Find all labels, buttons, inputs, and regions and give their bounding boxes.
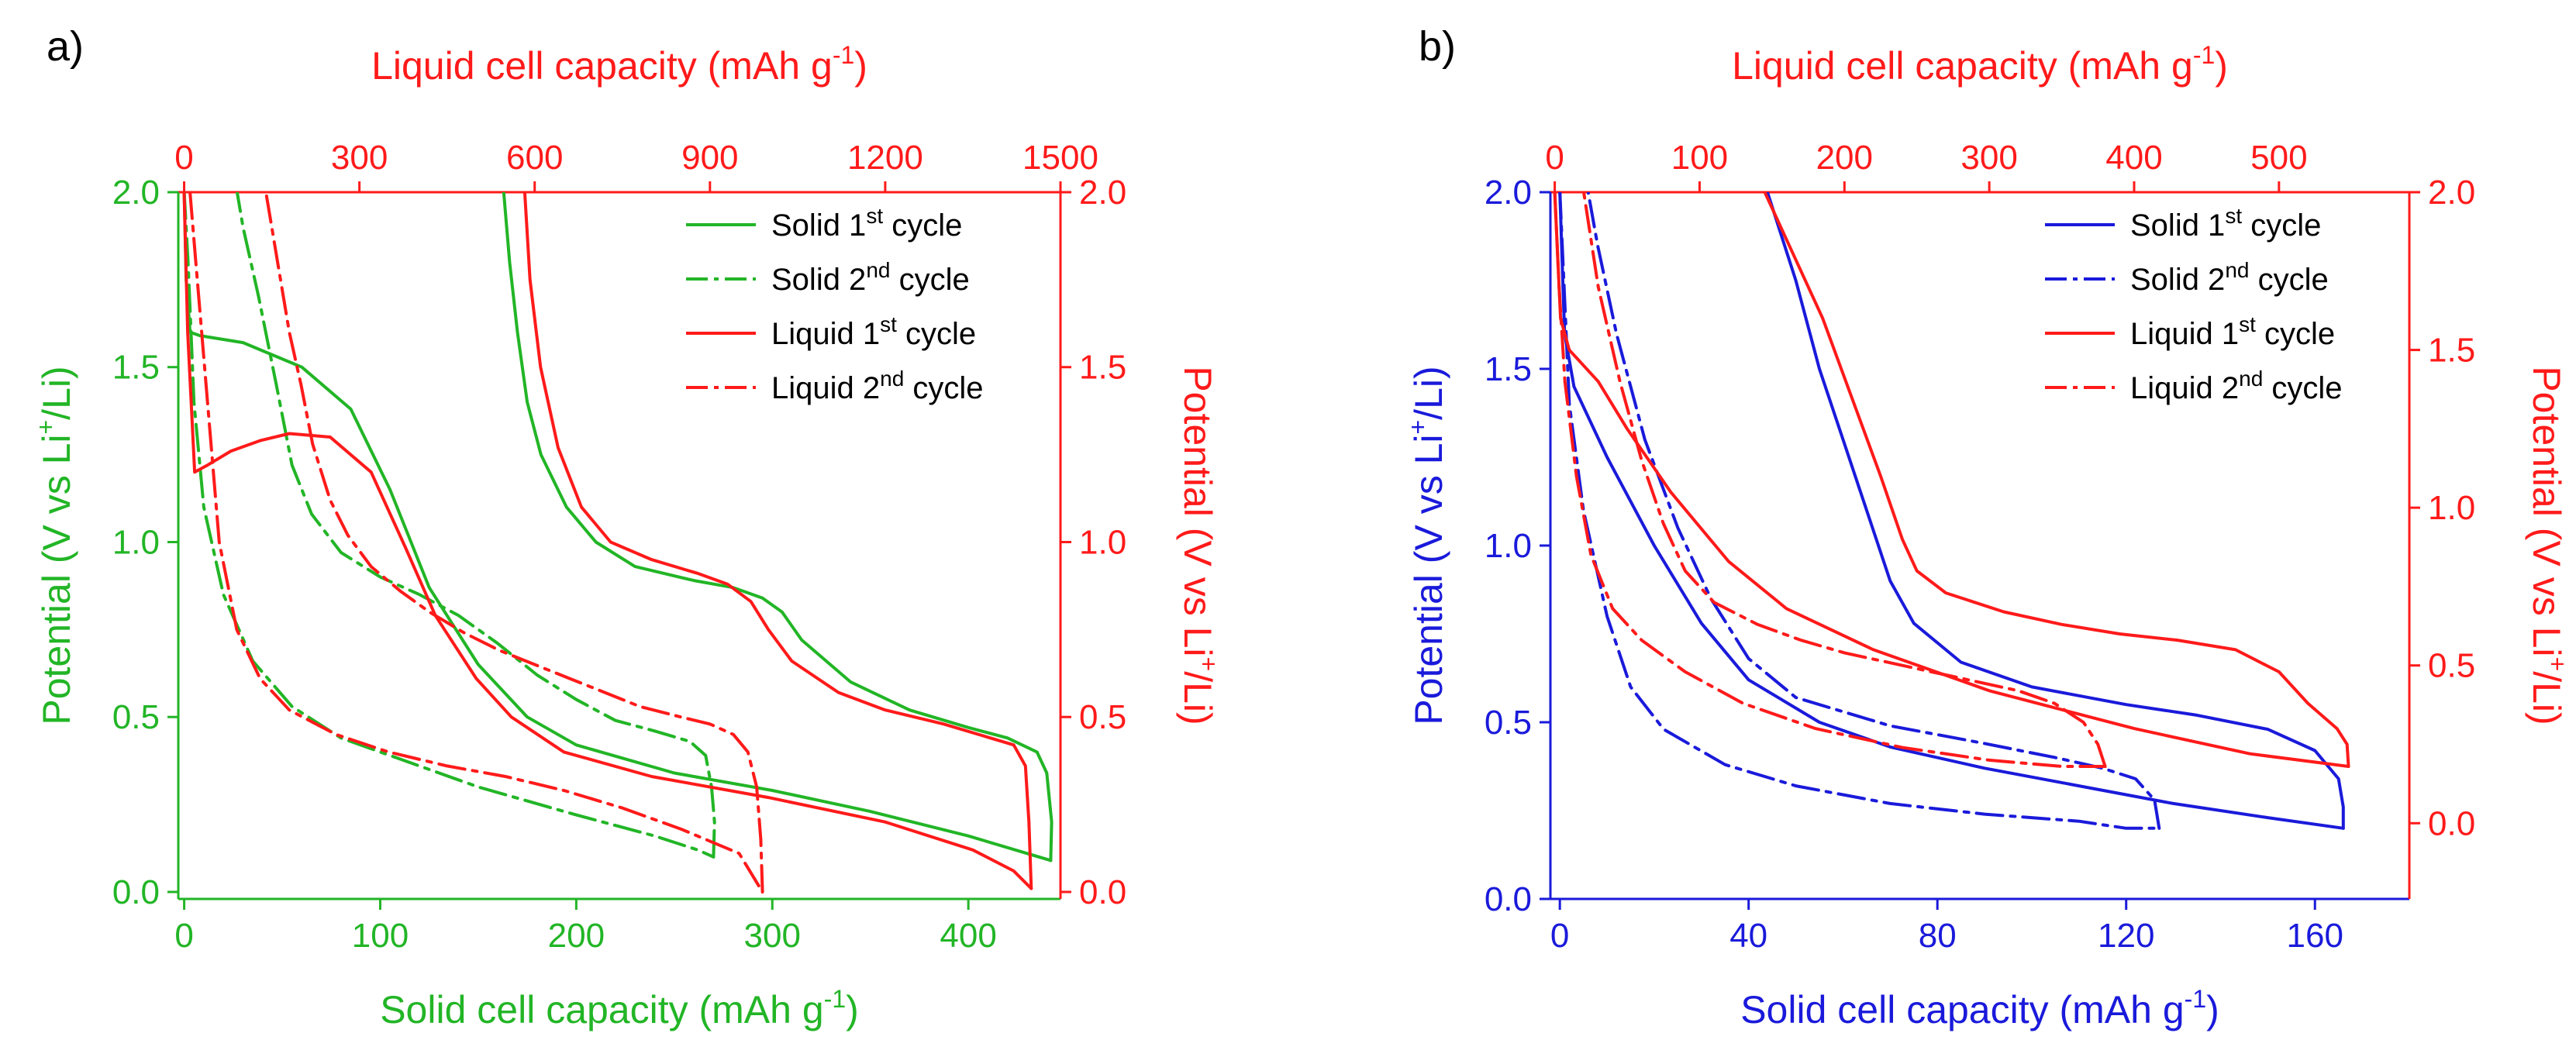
right-axis-title: Potential (V vs Li+/Li): [1176, 366, 1222, 725]
left-tick-label: 2.0: [1485, 174, 1532, 212]
bottom-tick-label: 0: [1550, 917, 1569, 955]
series-solid-2nd-cycle-discharge: [1558, 192, 2161, 830]
left-tick-label: 0.5: [112, 698, 160, 736]
right-tick-label: 2.0: [1079, 174, 1126, 212]
left-tick-label: 1.5: [112, 349, 160, 387]
left-tick-label: 0.0: [1485, 880, 1532, 918]
series-solid-2nd-cycle-discharge: [182, 192, 716, 859]
left-axis-title: Potential (V vs Li+/Li): [1404, 366, 1450, 725]
bottom-tick-label: 160: [2287, 917, 2343, 955]
right-tick-label: 1.5: [2428, 332, 2475, 370]
bottom-tick-label: 120: [2098, 917, 2154, 955]
left-tick-label: 0.0: [112, 873, 160, 911]
top-tick-label: 600: [506, 139, 563, 177]
top-axis-title: Liquid cell capacity (mAh g-1): [371, 41, 867, 88]
bottom-tick-label: 80: [1919, 917, 1957, 955]
plot-area: [182, 192, 1054, 894]
legend-entry: Solid 2nd cycle: [771, 258, 970, 297]
plot-area: [1553, 192, 2350, 830]
series-liquid-1st-cycle-charge: [522, 192, 1033, 890]
bottom-tick-label: 400: [940, 917, 996, 955]
right-tick-label: 1.0: [1079, 523, 1126, 561]
right-tick-label: 1.5: [1079, 349, 1126, 387]
top-tick-label: 300: [1960, 139, 2017, 177]
legend-entry: Liquid 2nd cycle: [771, 367, 984, 405]
top-tick-label: 400: [2105, 139, 2162, 177]
right-axis-title: Potential (V vs Li+/Li): [2525, 366, 2571, 725]
bottom-tick-label: 40: [1729, 917, 1767, 955]
series-liquid-2nd-cycle-discharge: [1553, 192, 2107, 768]
panel-b: b) 0 40 80 120 160 0 100 200 300 400 500 0.0 0.5 1.0 1.…: [1404, 23, 2571, 1031]
left-tick-label: 2.0: [112, 174, 160, 212]
top-tick-label: 100: [1671, 139, 1728, 177]
right-tick-label: 2.0: [2428, 174, 2475, 212]
legend-entry: Liquid 2nd cycle: [2130, 367, 2343, 405]
panel-a: a) 0 100 200 300 400 0 300 600 900 1200 1500 0.0 0.5 1…: [32, 23, 1222, 1031]
top-axis-title: Liquid cell capacity (mAh g-1): [1732, 41, 2228, 88]
legend-entry: Solid 1st cycle: [2130, 204, 2321, 243]
series-liquid-2nd-cycle-discharge: [188, 192, 764, 894]
top-tick-label: 1200: [847, 139, 923, 177]
legend-entry: Liquid 1st cycle: [2130, 312, 2335, 351]
legend-entry: Solid 2nd cycle: [2130, 258, 2329, 297]
top-tick-label: 200: [1816, 139, 1873, 177]
legend-entry: Solid 1st cycle: [771, 204, 962, 243]
right-tick-label: 0.5: [2428, 647, 2475, 685]
left-axis-title: Potential (V vs Li+/Li): [32, 366, 78, 725]
right-tick-label: 0.0: [2428, 804, 2475, 842]
series-liquid-1st-cycle-charge: [1763, 192, 2350, 768]
series-solid-2nd-cycle-charge: [235, 192, 716, 859]
bottom-tick-label: 200: [548, 917, 605, 955]
bottom-tick-label: 0: [174, 917, 193, 955]
bottom-axis-title: Solid cell capacity (mAh g-1): [380, 985, 859, 1031]
series-solid-1st-cycle-discharge: [1558, 192, 2345, 830]
top-tick-label: 300: [331, 139, 388, 177]
left-tick-label: 1.0: [112, 523, 160, 561]
right-tick-label: 0.5: [1079, 698, 1126, 736]
series-liquid-2nd-cycle-charge: [264, 192, 764, 894]
legend-entry: Liquid 1st cycle: [771, 312, 976, 351]
right-tick-label: 0.0: [1079, 873, 1126, 911]
top-tick-label: 0: [1545, 139, 1564, 177]
legend: Solid 1st cycle Solid 2nd cycle Liquid 1st…: [686, 204, 984, 405]
bottom-tick-label: 300: [744, 917, 801, 955]
bottom-tick-label: 100: [352, 917, 409, 955]
panel-label: b): [1419, 23, 1456, 70]
top-tick-label: 900: [681, 139, 738, 177]
series-liquid-2nd-cycle-charge: [1582, 192, 2107, 768]
bottom-axis-title: Solid cell capacity (mAh g-1): [1740, 985, 2219, 1031]
series-solid-2nd-cycle-charge: [1586, 192, 2161, 830]
left-tick-label: 1.0: [1485, 527, 1532, 565]
top-tick-label: 500: [2250, 139, 2307, 177]
series-solid-1st-cycle-charge: [502, 192, 1054, 863]
legend: Solid 1st cycle Solid 2nd cycle Liquid 1st…: [2045, 204, 2343, 405]
left-tick-label: 1.5: [1485, 350, 1532, 388]
right-tick-label: 1.0: [2428, 489, 2475, 527]
top-tick-label: 1500: [1022, 139, 1098, 177]
panel-label: a): [47, 23, 84, 70]
left-tick-label: 0.5: [1485, 704, 1532, 742]
top-tick-label: 0: [174, 139, 193, 177]
